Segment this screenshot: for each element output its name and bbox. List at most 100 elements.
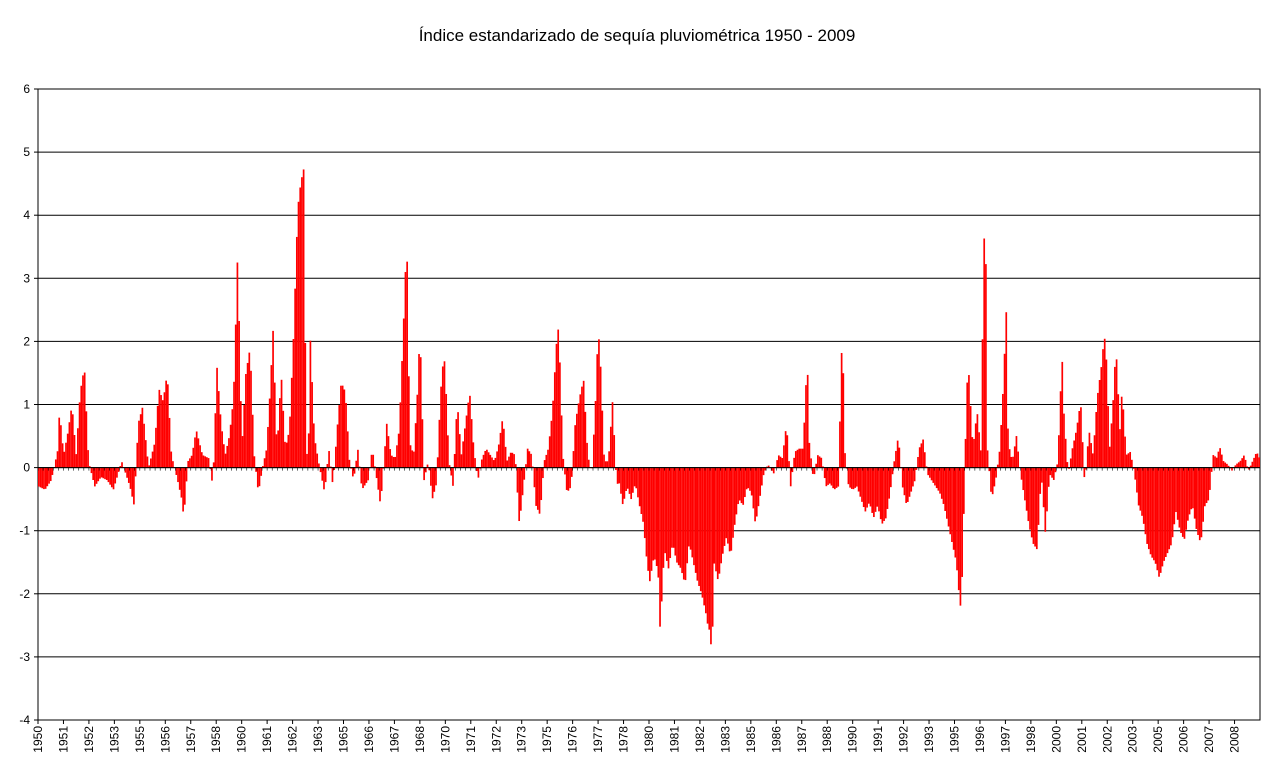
bar xyxy=(372,454,375,468)
bar xyxy=(133,467,135,505)
bar xyxy=(693,467,695,566)
bar xyxy=(460,454,463,468)
bar xyxy=(121,462,123,468)
bar xyxy=(335,446,337,468)
bar xyxy=(968,375,970,468)
bar xyxy=(949,467,952,535)
bar xyxy=(433,467,436,492)
bar xyxy=(112,467,115,490)
bar xyxy=(844,453,846,468)
bar xyxy=(458,434,461,468)
bars xyxy=(37,169,1261,645)
bar xyxy=(438,419,441,468)
bar xyxy=(857,467,860,492)
bar xyxy=(1078,411,1081,468)
bar xyxy=(657,467,660,578)
bar xyxy=(1120,396,1123,468)
bar xyxy=(564,467,566,475)
bar xyxy=(859,467,862,497)
bar xyxy=(1083,467,1086,478)
x-tick-label: 1955 xyxy=(133,726,147,753)
bar xyxy=(146,456,149,468)
bar xyxy=(377,467,380,490)
bar xyxy=(148,465,151,468)
bar xyxy=(54,459,57,468)
x-tick-label: 2001 xyxy=(1075,726,1089,753)
x-tick-label: 1996 xyxy=(973,726,987,753)
bar xyxy=(598,339,600,468)
bar xyxy=(177,467,179,483)
bar xyxy=(228,438,230,468)
bar xyxy=(1102,349,1104,468)
x-tick-label: 1982 xyxy=(693,726,707,753)
bar xyxy=(744,467,746,498)
bar xyxy=(153,444,156,468)
bar xyxy=(781,458,784,468)
y-tick-label: 4 xyxy=(23,208,30,222)
bar xyxy=(1197,467,1199,535)
bar xyxy=(158,389,161,468)
bar xyxy=(206,457,208,468)
bar xyxy=(764,467,767,471)
bar xyxy=(336,424,339,468)
bar xyxy=(927,467,930,476)
bar xyxy=(660,467,663,602)
bar xyxy=(214,413,217,468)
bar xyxy=(100,467,103,478)
bar xyxy=(548,436,551,468)
x-tick-label: 1961 xyxy=(260,726,274,753)
bar xyxy=(1024,467,1026,501)
bar xyxy=(789,467,792,487)
bar xyxy=(632,467,634,493)
bar xyxy=(1041,467,1043,483)
bar xyxy=(68,422,71,468)
bar xyxy=(676,467,678,563)
bar xyxy=(304,342,307,468)
bar xyxy=(1086,446,1089,468)
bar xyxy=(1137,467,1140,506)
bar xyxy=(587,459,590,468)
bar xyxy=(116,467,118,478)
bar xyxy=(901,467,904,488)
bar xyxy=(582,380,585,468)
bar xyxy=(1256,453,1259,468)
bar xyxy=(409,445,412,468)
bar xyxy=(1183,467,1186,539)
bar xyxy=(725,467,728,539)
bar xyxy=(497,444,500,468)
bar xyxy=(689,467,692,550)
bar xyxy=(1154,467,1157,564)
bar xyxy=(1176,467,1179,520)
bar xyxy=(280,379,283,468)
bar xyxy=(464,428,466,468)
bar xyxy=(749,467,751,491)
bar xyxy=(808,442,811,468)
bar xyxy=(640,467,643,515)
bar xyxy=(1034,467,1036,547)
bar xyxy=(576,413,578,468)
bar xyxy=(961,467,963,577)
x-tick-label: 1983 xyxy=(718,726,732,753)
bar xyxy=(828,467,831,484)
bar xyxy=(506,460,509,468)
bar xyxy=(279,398,281,468)
bar xyxy=(538,467,541,514)
bar xyxy=(258,467,261,487)
bar xyxy=(978,432,980,468)
bar xyxy=(523,467,526,480)
bar xyxy=(832,467,834,489)
x-tick-label: 1952 xyxy=(82,726,96,753)
bar xyxy=(701,467,704,598)
bar xyxy=(1132,467,1135,469)
bar xyxy=(718,467,721,574)
bar xyxy=(197,438,200,468)
bar xyxy=(241,436,244,468)
bar xyxy=(355,460,358,468)
bar xyxy=(783,445,785,468)
bar xyxy=(542,467,544,479)
bar xyxy=(767,465,770,468)
bar xyxy=(861,467,863,502)
bar xyxy=(82,375,84,468)
bar xyxy=(156,405,159,468)
bar xyxy=(528,451,531,468)
